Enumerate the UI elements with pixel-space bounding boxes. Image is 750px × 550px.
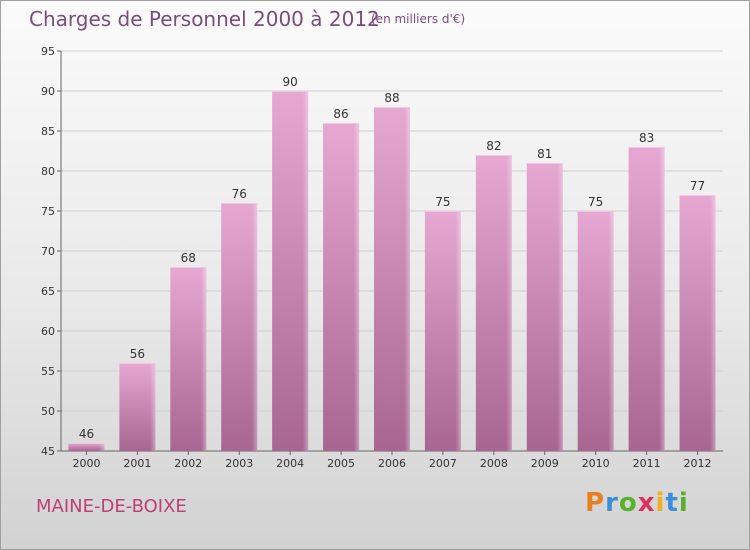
bar-highlight [221,203,258,451]
bar-highlight [374,107,410,451]
logo-letter: i [655,488,666,518]
y-tick-label: 65 [41,285,55,298]
data-label: 46 [79,427,94,441]
logo-letter: i [678,488,689,518]
data-label: 90 [283,75,298,89]
proxiti-logo: Proxiti [585,488,689,518]
bar-highlight [119,363,156,451]
logo-letter: x [637,488,656,518]
x-tick-label: 2010 [582,457,610,470]
x-tick-label: 2000 [72,457,100,470]
y-tick-label: 75 [41,205,55,218]
commune-name: MAINE-DE-BOIXE [36,496,187,517]
data-label: 75 [435,195,450,209]
bar-highlight [68,443,105,451]
x-tick-label: 2004 [276,457,304,470]
y-tick-label: 60 [41,325,55,338]
logo-letter: t [665,488,679,518]
x-tick-label: 2011 [633,457,661,470]
data-label: 86 [333,107,348,121]
bar-highlight [679,195,716,451]
data-label: 82 [486,139,501,153]
x-tick-label: 2007 [429,457,457,470]
bar-highlight [526,163,563,451]
bars [68,91,716,451]
y-tick-label: 95 [41,45,55,58]
logo-letter: o [618,488,638,518]
bar-highlight [475,155,512,451]
bar-highlight [424,211,461,451]
x-tick-label: 2003 [225,457,253,470]
bar-highlight [628,147,665,451]
data-label: 83 [639,131,654,145]
y-tick-label: 50 [41,405,55,418]
y-tick-label: 55 [41,365,55,378]
bar-highlight [170,267,207,451]
bar-highlight [323,123,360,451]
data-label: 88 [384,91,399,105]
y-tick-label: 90 [41,85,55,98]
x-tick-label: 2002 [174,457,202,470]
data-label: 68 [181,251,196,265]
y-tick-label: 70 [41,245,55,258]
x-tick-label: 2012 [684,457,712,470]
chart-subtitle: (en milliers d'€) [371,12,466,26]
x-tick-label: 2009 [531,457,559,470]
data-labels: 46 56 68 76 90 86 88 75 82 81 75 83 77 [79,75,705,441]
data-label: 77 [690,179,705,193]
x-tick-label: 2001 [123,457,151,470]
x-tick-label: 2006 [378,457,406,470]
data-label: 75 [588,195,603,209]
y-tick-label: 80 [41,165,55,178]
data-label: 76 [232,187,247,201]
data-label: 56 [130,347,145,361]
chart-title: Charges de Personnel 2000 à 2012 [29,7,380,31]
data-label: 81 [537,147,552,161]
y-tick-label: 45 [41,445,55,458]
bar-highlight [272,91,309,451]
y-tick-label: 85 [41,125,55,138]
x-tick-label: 2008 [480,457,508,470]
bar-highlight [577,211,614,451]
logo-letter: P [585,488,606,518]
x-tick-label: 2005 [327,457,355,470]
logo-letter: r [605,488,619,518]
